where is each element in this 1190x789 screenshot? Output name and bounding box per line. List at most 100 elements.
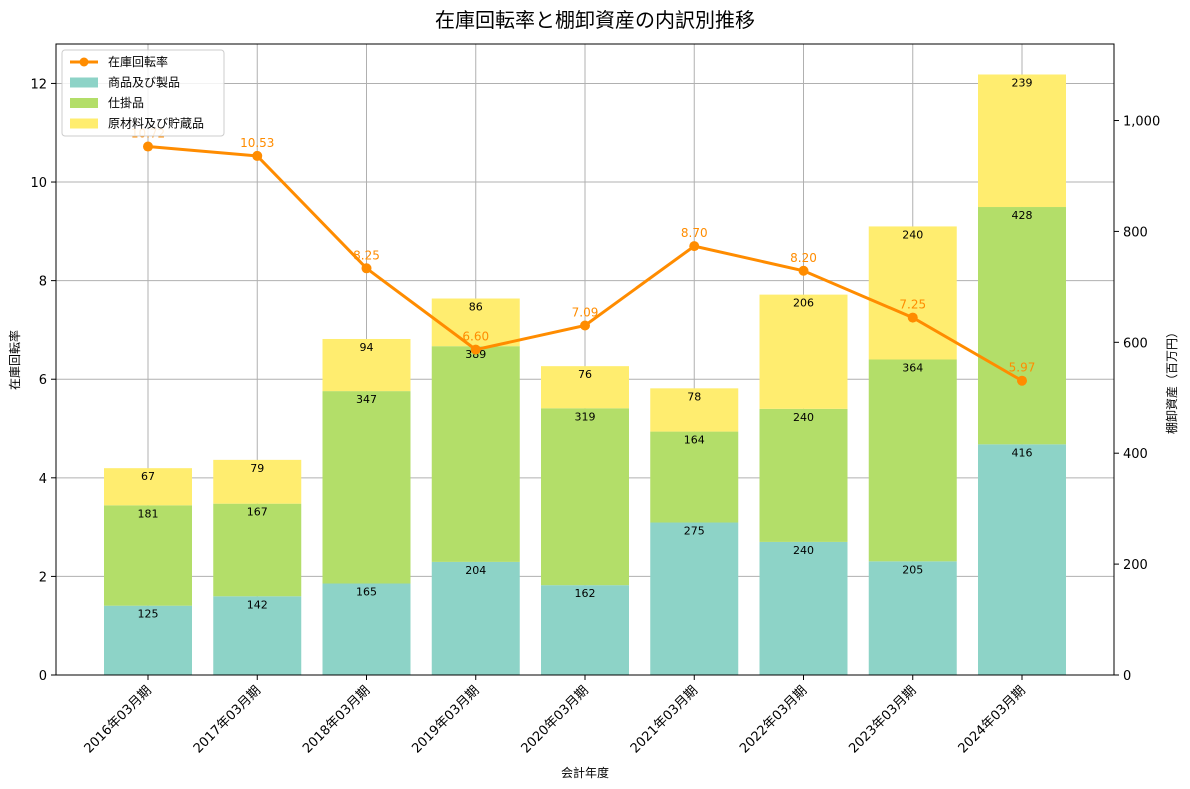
turnover-point <box>798 265 809 276</box>
bar-segment <box>978 74 1066 208</box>
x-tick-label: 2017年03月期 <box>191 683 264 756</box>
legend-swatch <box>70 118 98 129</box>
turnover-value-label: 5.97 <box>1009 361 1036 375</box>
bar-segment <box>759 294 848 409</box>
line-layer: 10.7210.538.256.607.098.708.207.255.97 <box>131 127 1036 386</box>
bar-segment <box>650 388 739 432</box>
legend-box <box>61 49 225 137</box>
turnover-value-label: 8.20 <box>790 251 817 265</box>
bars-layer: 125 142 165 204 162 275 240 205 416 181 167 347 389 3… <box>104 74 1066 675</box>
bar-segment <box>759 541 848 675</box>
bar-segment <box>978 207 1066 445</box>
turnover-point <box>470 344 481 355</box>
bar-value-label: 240 <box>793 544 814 557</box>
chart-title: 在庫回転率と棚卸資産の内訳別推移 <box>435 8 755 32</box>
turnover-point <box>907 312 918 323</box>
bar-value-label: 79 <box>250 462 264 475</box>
bar-segment <box>104 468 192 506</box>
right-y-tick-label: 800 <box>1123 225 1148 240</box>
legend-line-marker <box>79 57 89 67</box>
turnover-point <box>689 241 700 252</box>
legend-item-label: 仕掛品 <box>108 95 144 110</box>
bar-segment <box>322 583 411 675</box>
right-y-tick-label: 400 <box>1123 447 1148 462</box>
bar-value-label: 167 <box>247 506 268 519</box>
turnover-value-label: 8.70 <box>681 226 708 240</box>
left-y-tick-label: 6 <box>39 373 47 388</box>
bar-value-label: 416 <box>1012 446 1033 459</box>
left-y-tick-label: 12 <box>30 77 47 92</box>
left-y-axis-label: 在庫回転率 <box>7 330 22 390</box>
bar-value-label: 164 <box>684 434 705 447</box>
turnover-value-label: 8.25 <box>353 248 380 262</box>
x-tick-label: 2018年03月期 <box>300 683 373 756</box>
bar-value-label: 319 <box>575 410 596 423</box>
bar-segment <box>213 459 302 504</box>
bar-value-label: 165 <box>356 586 377 599</box>
bar-value-label: 76 <box>578 368 592 381</box>
bar-value-label: 389 <box>465 348 486 361</box>
bar-value-label: 240 <box>793 411 814 424</box>
bar-segment <box>541 366 629 409</box>
left-y-tick-label: 8 <box>39 275 47 290</box>
left-y-tick-label: 2 <box>39 570 47 585</box>
bar-value-label: 162 <box>575 587 596 600</box>
bar-segment <box>431 561 520 675</box>
bar-segment <box>759 408 848 542</box>
bar-segment <box>104 605 192 675</box>
bar-segment <box>868 561 957 675</box>
x-tick-label: 2023年03月期 <box>846 683 919 756</box>
bar-value-label: 206 <box>793 297 814 310</box>
right-y-tick-label: 600 <box>1123 336 1148 351</box>
bar-value-label: 86 <box>469 301 483 314</box>
bar-segment <box>431 298 520 347</box>
bar-segment <box>978 444 1066 675</box>
bar-value-label: 204 <box>465 564 486 577</box>
turnover-point <box>580 320 590 331</box>
turnover-point <box>1017 375 1027 386</box>
left-y-tick-label: 0 <box>39 669 47 684</box>
bar-value-label: 142 <box>247 598 268 611</box>
bar-segment <box>322 338 411 392</box>
bar-segment <box>868 359 957 562</box>
bar-segment <box>541 585 629 675</box>
x-tick-label: 2022年03月期 <box>737 683 810 756</box>
legend-item-label: 商品及び製品 <box>108 75 180 90</box>
bar-value-label: 428 <box>1012 209 1033 222</box>
x-axis-label: 会計年度 <box>561 765 609 780</box>
right-y-tick-label: 0 <box>1123 669 1131 684</box>
x-tick-label: 2016年03月期 <box>82 683 155 756</box>
legend-item-label: 原材料及び貯蔵品 <box>108 117 204 131</box>
turnover-point <box>252 150 263 161</box>
x-tick-label: 2020年03月期 <box>519 683 592 756</box>
bar-value-label: 181 <box>138 507 159 520</box>
turnover-value-label: 10.53 <box>240 136 274 150</box>
x-tick-label: 2024年03月期 <box>956 683 1029 756</box>
x-tick-label: 2019年03月期 <box>409 683 482 756</box>
left-y-tick-label: 4 <box>39 472 47 487</box>
bar-value-label: 94 <box>360 341 374 354</box>
bar-segment <box>213 596 302 675</box>
legend-swatch <box>70 77 98 88</box>
right-y-axis-label: 棚卸資産（百万円） <box>1164 326 1179 434</box>
turnover-value-label: 7.09 <box>572 305 599 319</box>
bar-segment <box>541 408 629 586</box>
bar-value-label: 205 <box>902 563 923 576</box>
bar-segment <box>104 505 192 606</box>
legend-swatch <box>70 98 98 108</box>
bar-value-label: 125 <box>138 608 159 621</box>
bar-segment <box>650 522 739 675</box>
bar-value-label: 364 <box>902 362 923 375</box>
bar-value-label: 347 <box>356 393 377 406</box>
turnover-value-label: 7.25 <box>899 298 926 312</box>
bar-segment <box>431 346 520 562</box>
bar-segment <box>868 226 957 360</box>
bar-segment <box>213 503 302 597</box>
right-y-tick-label: 1,000 <box>1123 115 1160 130</box>
turnover-point <box>143 141 153 152</box>
legend-item-label: 在庫回転率 <box>108 54 168 69</box>
turnover-value-label: 6.60 <box>462 330 489 344</box>
bar-value-label: 78 <box>687 390 701 403</box>
